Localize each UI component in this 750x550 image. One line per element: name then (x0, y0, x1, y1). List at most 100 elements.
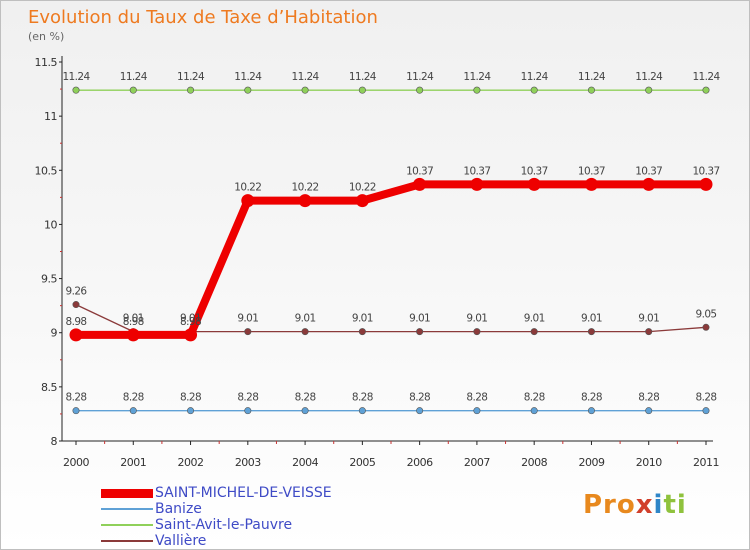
legend-item-banize: Banize (101, 501, 401, 517)
data-point (587, 86, 595, 94)
data-label: 10.37 (692, 165, 719, 177)
data-label: 11.24 (62, 71, 90, 83)
y-tick-label: 9.5 (41, 273, 57, 286)
legend-swatch (101, 489, 153, 498)
x-tick-label: 2000 (63, 456, 89, 469)
legend-swatch (101, 540, 153, 542)
data-label: 8.28 (638, 392, 659, 404)
data-point (587, 328, 595, 336)
data-label: 10.22 (234, 182, 261, 194)
x-tick-label: 2003 (235, 456, 261, 469)
chart-subtitle: (en %) (28, 30, 65, 43)
legend-swatch (101, 524, 153, 526)
data-point (470, 177, 484, 191)
data-label: 8.28 (409, 392, 430, 404)
data-point (527, 177, 541, 191)
data-label: 11.24 (692, 71, 720, 83)
data-point (72, 301, 80, 309)
data-label: 8.98 (66, 316, 87, 328)
data-point (126, 328, 140, 342)
data-point (187, 86, 195, 94)
data-point (584, 177, 598, 191)
data-label: 9.01 (524, 313, 545, 325)
data-label: 8.28 (466, 392, 487, 404)
legend-label: SAINT-MICHEL-DE-VEISSE (155, 485, 332, 501)
data-point (72, 86, 80, 94)
data-point (645, 328, 653, 336)
data-label: 10.22 (292, 182, 319, 194)
data-label: 11.24 (292, 71, 320, 83)
series-saint-michel-de-veisse (69, 177, 713, 342)
data-label: 8.28 (66, 392, 87, 404)
data-point (530, 86, 538, 94)
data-point (645, 86, 653, 94)
data-point (473, 86, 481, 94)
data-label: 10.37 (635, 165, 662, 177)
data-point (416, 86, 424, 94)
y-tick-label: 10.5 (35, 164, 58, 177)
x-tick-label: 2007 (464, 456, 490, 469)
data-point (129, 86, 137, 94)
series-saint-avit-le-pauvre (72, 86, 710, 94)
legend-item-saint-avit-le-pauvre: Saint-Avit-le-Pauvre (101, 517, 401, 533)
data-point (301, 86, 309, 94)
data-label: 9.01 (295, 313, 316, 325)
data-label: 8.28 (581, 392, 602, 404)
data-label: 10.22 (349, 182, 376, 194)
data-point (72, 407, 80, 415)
data-point (645, 407, 653, 415)
data-point (129, 407, 137, 415)
data-label: 9.05 (696, 308, 717, 320)
data-label: 8.28 (696, 392, 717, 404)
data-point (530, 407, 538, 415)
data-label: 8.28 (180, 392, 201, 404)
y-tick-label: 11.5 (35, 56, 58, 69)
data-label: 9.01 (466, 313, 487, 325)
x-tick-label: 2006 (407, 456, 433, 469)
data-point (642, 177, 656, 191)
data-point (473, 328, 481, 336)
brand-logo: Proxiti (583, 490, 687, 520)
data-label: 8.28 (295, 392, 316, 404)
legend-swatch (101, 508, 153, 510)
y-tick-label: 8 (51, 435, 58, 448)
data-point (473, 407, 481, 415)
data-point (301, 328, 309, 336)
data-label: 11.24 (177, 71, 205, 83)
series-banize (72, 407, 710, 415)
data-point (413, 177, 427, 191)
data-point (244, 328, 252, 336)
data-label: 9.01 (180, 313, 201, 325)
data-point (702, 323, 710, 331)
legend: SAINT-MICHEL-DE-VEISSE Banize Saint-Avit-l… (101, 485, 401, 549)
data-point (184, 328, 198, 342)
data-label: 10.37 (406, 165, 433, 177)
data-label: 11.24 (234, 71, 262, 83)
data-point (702, 86, 710, 94)
series-line (75, 303, 707, 333)
data-point (358, 86, 366, 94)
data-label: 11.24 (521, 71, 549, 83)
data-point (587, 407, 595, 415)
data-point (416, 407, 424, 415)
data-label: 11.24 (349, 71, 377, 83)
x-tick-label: 2005 (349, 456, 375, 469)
series-line (72, 180, 710, 339)
data-point (702, 407, 710, 415)
data-point (301, 407, 309, 415)
data-point (530, 328, 538, 336)
x-tick-label: 2001 (120, 456, 146, 469)
data-label: 9.01 (581, 313, 602, 325)
y-tick-label: 11 (44, 110, 57, 123)
data-label: 8.28 (352, 392, 373, 404)
data-point (699, 177, 713, 191)
data-label: 9.26 (66, 286, 88, 298)
data-label: 8.98 (180, 316, 201, 328)
data-label: 11.24 (120, 71, 148, 83)
data-labels: 8.98 8.98 8.98 10.22 10.22 10.22 10.37 10.37 10.… (62, 71, 721, 404)
data-label: 8.98 (123, 316, 144, 328)
data-point (244, 407, 252, 415)
data-label: 11.24 (406, 71, 434, 83)
